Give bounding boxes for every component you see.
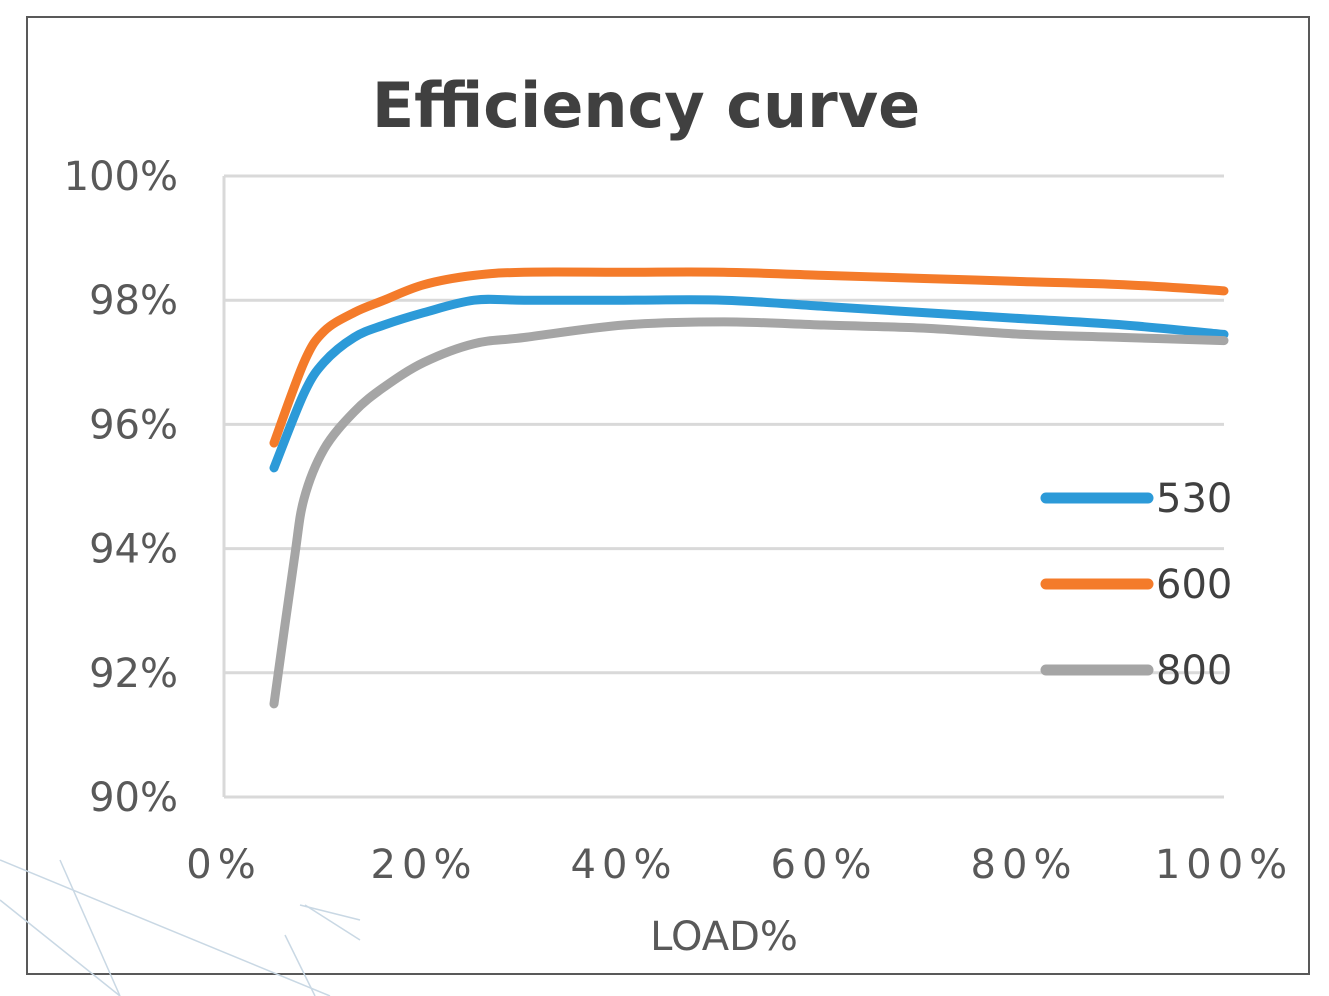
- y-tick-label: 100%: [64, 154, 178, 200]
- x-tick-label: 20%: [371, 842, 478, 888]
- series-line-530: [269, 294, 1229, 473]
- legend-label-600: 600: [1156, 562, 1232, 608]
- y-tick-label: 90%: [89, 775, 178, 821]
- y-tick-label: 98%: [89, 278, 178, 324]
- chart-title: Efficiency curve: [372, 69, 920, 142]
- series-line-600: [269, 267, 1229, 448]
- series-lines: [269, 267, 1229, 709]
- y-tick-label: 94%: [89, 527, 178, 573]
- background-decoration: [0, 859, 361, 996]
- series-line-800: [269, 317, 1229, 709]
- x-axis-ticks: 0% 20% 40% 60% 80% 100%: [186, 842, 1293, 888]
- y-axis-ticks: 90% 92% 94% 96% 98% 100%: [64, 154, 178, 821]
- x-tick-label: 100%: [1155, 842, 1293, 888]
- legend-label-800: 800: [1156, 648, 1232, 694]
- y-tick-label: 92%: [89, 651, 178, 697]
- x-tick-label: 40%: [571, 842, 678, 888]
- x-tick-label: 80%: [971, 842, 1078, 888]
- x-tick-label: 60%: [771, 842, 878, 888]
- x-tick-label: 0%: [186, 842, 261, 888]
- y-tick-label: 96%: [89, 402, 178, 448]
- legend: 530 600 800: [1040, 476, 1232, 694]
- x-axis-label: LOAD%: [650, 914, 798, 960]
- legend-label-530: 530: [1156, 476, 1232, 522]
